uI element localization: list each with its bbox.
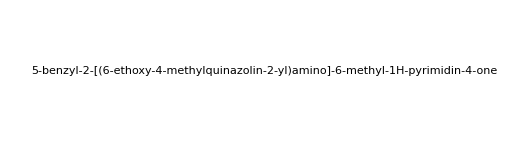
Text: 5-benzyl-2-[(6-ethoxy-4-methylquinazolin-2-yl)amino]-6-methyl-1H-pyrimidin-4-one: 5-benzyl-2-[(6-ethoxy-4-methylquinazolin… [31,66,497,76]
